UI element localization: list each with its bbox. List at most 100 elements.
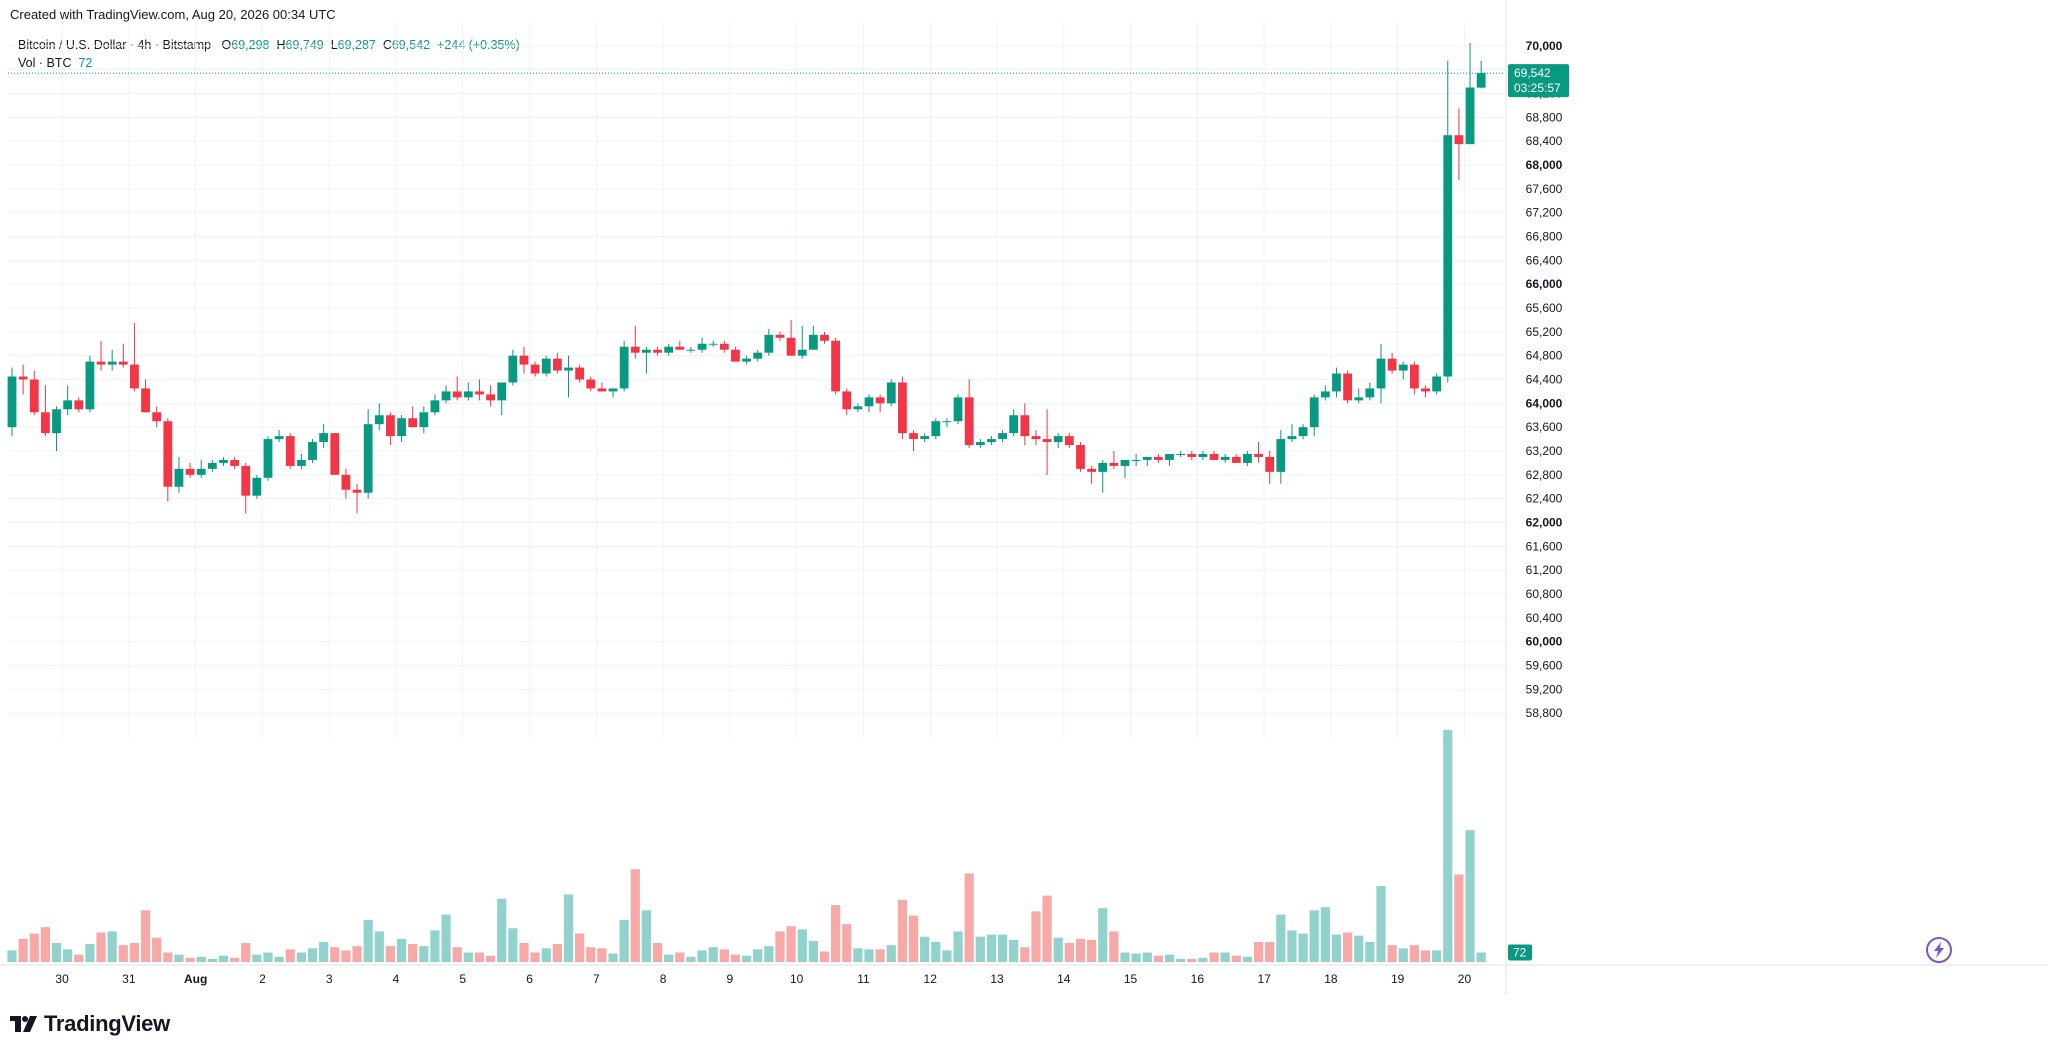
candle-body	[63, 400, 73, 410]
volume-bar	[1365, 941, 1375, 962]
last-price-value: 69,542	[1514, 66, 1551, 80]
candle-body	[530, 364, 540, 374]
candle	[842, 388, 852, 416]
volume-bar	[1231, 955, 1241, 962]
candle-body	[642, 349, 651, 353]
volume-bar	[508, 928, 518, 962]
candle-body	[386, 415, 395, 437]
candle	[386, 412, 395, 446]
candle	[1142, 456, 1152, 466]
time-tick-label: 30	[55, 972, 69, 986]
price-tick-label: 58,800	[1526, 706, 1563, 720]
time-tick-label: 15	[1124, 972, 1138, 986]
volume-bar	[1087, 939, 1097, 962]
time-tick-label: 7	[593, 972, 600, 986]
lightning-icon[interactable]	[1926, 937, 1952, 963]
price-tick-label: 68,800	[1526, 110, 1563, 124]
candle-body	[330, 433, 340, 475]
candle	[1165, 453, 1174, 466]
candle-body	[1031, 436, 1041, 440]
volume-bar	[1198, 957, 1208, 962]
volume-bar	[1432, 950, 1442, 962]
volume-bar	[630, 869, 640, 962]
volume-label[interactable]: Vol · BTC	[18, 56, 72, 70]
volume-bar	[207, 958, 217, 962]
volume-bar	[485, 955, 496, 962]
volume-bar	[664, 954, 674, 962]
candle	[85, 355, 95, 413]
candle	[597, 382, 607, 392]
candle-body	[719, 343, 729, 350]
candle-body	[308, 442, 317, 460]
candle-body	[975, 442, 985, 446]
candle-body	[130, 364, 139, 389]
candle	[1443, 60, 1453, 383]
candle	[875, 394, 885, 413]
volume-bar	[296, 952, 306, 962]
volume-bar	[764, 946, 774, 962]
volume-bar	[129, 943, 140, 962]
candle	[308, 439, 317, 463]
volume-bar	[18, 938, 28, 962]
volume-bar	[708, 947, 718, 962]
volume-bar	[307, 948, 318, 962]
candle	[330, 433, 340, 475]
volume-bar	[530, 952, 540, 962]
candle	[274, 430, 284, 443]
candle	[74, 397, 84, 413]
candle	[1287, 424, 1297, 443]
price-tick-label: 65,600	[1526, 301, 1563, 315]
close-label: C	[382, 38, 392, 52]
candle-body	[1131, 459, 1141, 461]
candle-body	[196, 468, 206, 475]
volume-bar	[1009, 939, 1019, 962]
volume-bar	[730, 954, 741, 962]
candle	[430, 394, 440, 416]
candle	[475, 379, 484, 401]
volume-bar	[419, 946, 429, 962]
candle-body	[1476, 73, 1486, 88]
price-tick-label: 60,000	[1526, 635, 1563, 649]
candle-body	[486, 394, 495, 401]
created-with-caption: Created with TradingView.com, Aug 20, 20…	[10, 7, 336, 22]
time-tick-label: 2	[259, 972, 266, 986]
candle-body	[1142, 456, 1152, 460]
volume-bar	[441, 914, 451, 962]
price-chart[interactable]: 58,800 59,200 59,600 60,000 60,400 60,800 61,2…	[0, 0, 2048, 1000]
candle-body	[742, 358, 751, 362]
candle	[497, 382, 507, 416]
volume-bar	[975, 936, 985, 962]
candle-body	[85, 361, 95, 410]
candle-body	[552, 358, 562, 371]
candle	[1332, 367, 1341, 398]
symbol-title[interactable]: Bitcoin / U.S. Dollar · 4h · Bitstamp	[18, 38, 212, 52]
candle-body	[664, 346, 674, 353]
candle-body	[1443, 135, 1453, 377]
volume-bar	[51, 943, 62, 962]
candle-body	[775, 334, 785, 338]
candle	[708, 340, 718, 347]
candle	[964, 379, 974, 449]
candle-body	[296, 459, 306, 466]
candle-body	[408, 418, 418, 428]
price-axis: 58,800 59,200 59,600 60,000 60,400 60,800 61,2…	[1526, 39, 1563, 720]
candle	[586, 376, 596, 392]
candle	[152, 406, 162, 428]
candle-body	[185, 468, 195, 475]
candle	[363, 409, 373, 499]
time-tick-label: 11	[857, 972, 870, 986]
candle-body	[964, 397, 974, 446]
candle-body	[352, 489, 362, 493]
volume-bar	[1320, 907, 1330, 962]
candle-body	[285, 436, 295, 466]
candle-body	[519, 355, 529, 365]
candle	[63, 385, 73, 416]
candle-body	[374, 415, 384, 425]
candle	[285, 433, 295, 469]
candle	[1376, 343, 1386, 404]
candle	[118, 343, 128, 368]
time-tick-label: 4	[393, 972, 400, 986]
candle	[130, 322, 139, 392]
tradingview-logo[interactable]: TradingView	[10, 1011, 170, 1037]
volume-bar	[652, 943, 663, 962]
